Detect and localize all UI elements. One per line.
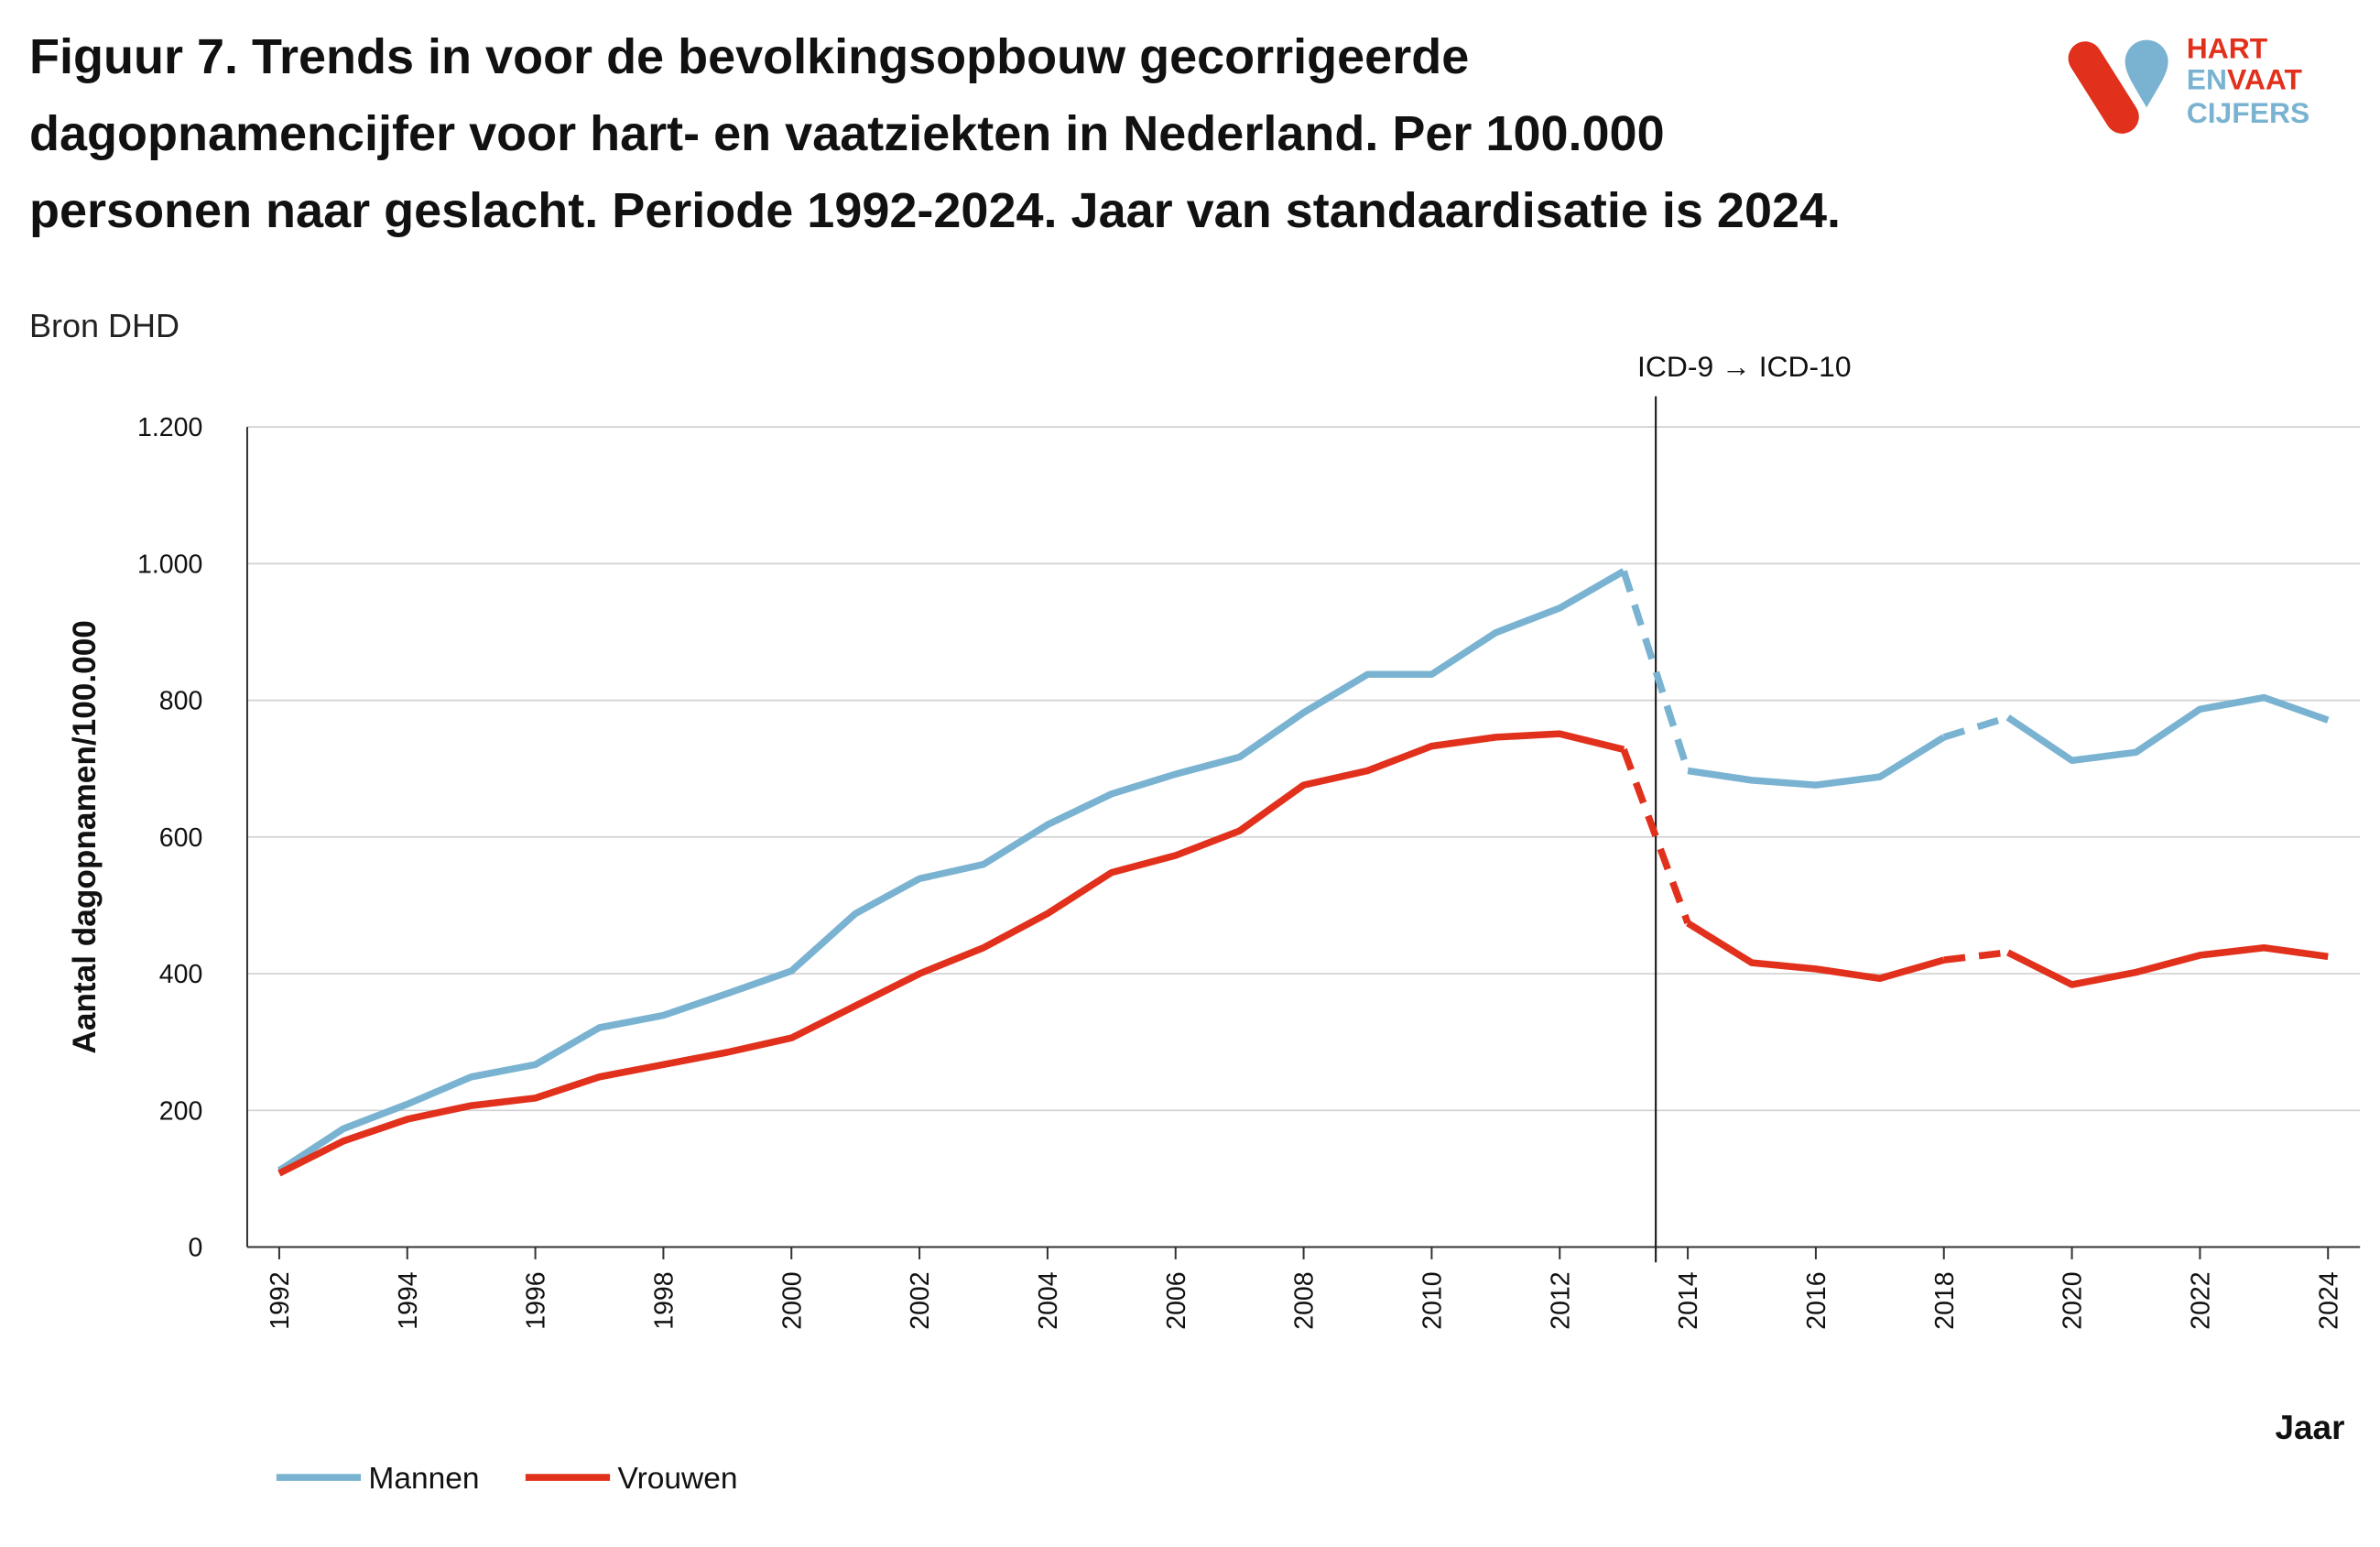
y-tick-label: 600	[159, 823, 203, 853]
y-tick-label: 400	[159, 960, 203, 989]
logo-text: VAAT	[2227, 62, 2303, 95]
logo-text: EN	[2187, 62, 2227, 95]
x-tick-label: 1996	[522, 1271, 551, 1329]
y-tick-label: 0	[188, 1234, 202, 1263]
x-tick-label: 1994	[394, 1271, 423, 1330]
x-tick-label: 2022	[2186, 1271, 2215, 1329]
logo: HART ENVAAT CIJFERS	[2068, 32, 2309, 134]
x-tick-label: 2000	[777, 1271, 807, 1329]
y-tick-label: 1.000	[137, 550, 202, 579]
x-tick-label: 2002	[906, 1271, 935, 1329]
series-line	[1943, 949, 2009, 964]
y-tick-label: 200	[159, 1096, 203, 1126]
legend-label: Vrouwen	[617, 1462, 737, 1496]
logo-text: ENVAAT	[2187, 62, 2303, 95]
chart-title: Figuur 7. Trends in voor de bevolkingsop…	[29, 29, 1842, 238]
series-line	[2005, 693, 2330, 765]
x-tick-label: 2018	[1930, 1271, 1960, 1329]
y-tick-label: 1.200	[137, 413, 202, 442]
logo-text: CIJFERS	[2187, 96, 2309, 129]
x-tick-label: 2008	[1290, 1271, 1320, 1329]
legend-label: Mannen	[368, 1462, 479, 1496]
logo-shape	[2068, 41, 2139, 134]
x-tick-label: 2014	[1674, 1271, 1703, 1330]
series-line	[1620, 748, 1691, 925]
chart-subtitle: Bron DHD	[29, 307, 180, 344]
y-tick-label: 800	[159, 687, 203, 716]
logo-shape	[2125, 39, 2168, 108]
x-tick-label: 2012	[1546, 1271, 1575, 1329]
series-line	[1687, 734, 1946, 789]
x-tick-label: 1998	[649, 1271, 679, 1329]
x-tick-label: 1992	[266, 1271, 295, 1329]
x-axis-label: Jaar	[2276, 1409, 2345, 1446]
annotation: ICD-9 → ICD-10	[1637, 350, 1852, 383]
x-tick-label: 2016	[1802, 1271, 1831, 1329]
x-tick-label: 2004	[1034, 1271, 1063, 1330]
series-line	[1942, 714, 2009, 741]
series-line	[277, 730, 1625, 1177]
x-tick-label: 2020	[2059, 1271, 2088, 1329]
logo-text: HART	[2187, 32, 2268, 65]
x-tick-label: 2010	[1418, 1271, 1447, 1329]
series-line	[2005, 943, 2329, 988]
x-tick-label: 2024	[2314, 1271, 2343, 1330]
x-tick-label: 2006	[1162, 1271, 1191, 1329]
y-axis-label: Aantal dagopnamen/100.000	[67, 620, 103, 1053]
series-line	[277, 568, 1626, 1174]
series-line	[1686, 920, 1945, 983]
